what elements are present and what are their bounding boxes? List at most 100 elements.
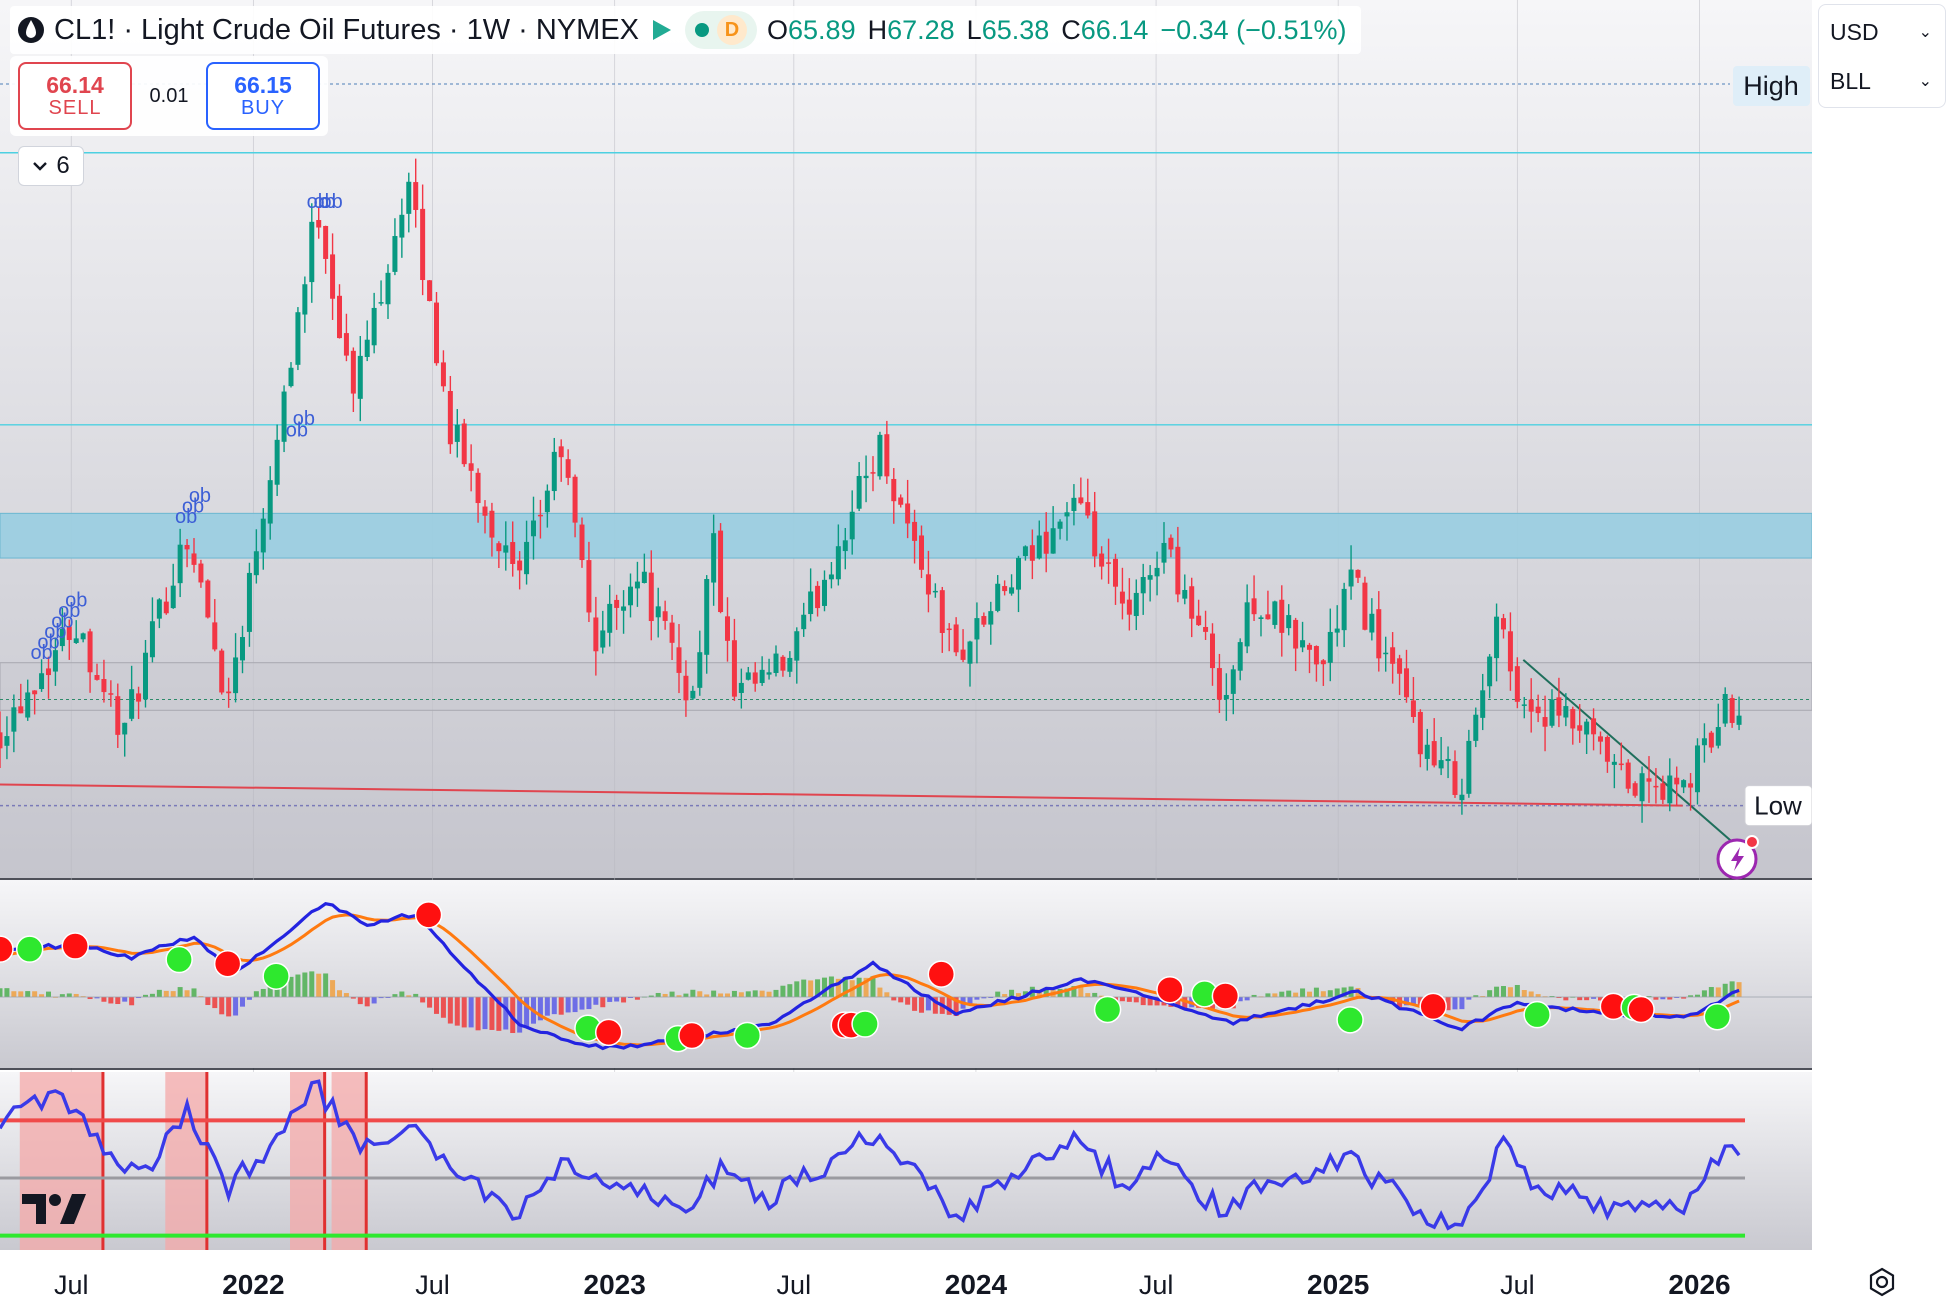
candle[interactable]: [1085, 478, 1091, 519]
candle[interactable]: [1722, 687, 1728, 727]
candle[interactable]: [1230, 665, 1236, 715]
candle[interactable]: [1369, 598, 1375, 641]
candle[interactable]: [1161, 522, 1167, 574]
candle[interactable]: [558, 439, 564, 482]
candle[interactable]: [891, 468, 897, 524]
candle[interactable]: [530, 496, 536, 560]
candle[interactable]: [1293, 617, 1299, 672]
candle[interactable]: [1362, 576, 1368, 631]
candle[interactable]: [1452, 750, 1458, 798]
candle[interactable]: [32, 690, 38, 715]
candle[interactable]: [655, 587, 661, 638]
candle[interactable]: [1272, 600, 1278, 629]
candle[interactable]: [1203, 610, 1209, 641]
candle[interactable]: [780, 655, 786, 677]
candle[interactable]: [524, 520, 530, 585]
candle[interactable]: [856, 462, 862, 512]
candle[interactable]: [537, 499, 543, 539]
candle[interactable]: [1514, 657, 1520, 709]
candle[interactable]: [1688, 773, 1694, 811]
candle[interactable]: [1071, 484, 1077, 526]
candle[interactable]: [101, 659, 107, 703]
candle[interactable]: [1410, 677, 1416, 723]
candle[interactable]: [399, 198, 405, 258]
candle[interactable]: [420, 184, 426, 296]
candle[interactable]: [1320, 659, 1326, 686]
candle[interactable]: [1015, 555, 1021, 613]
candle[interactable]: [73, 620, 79, 644]
candle[interactable]: [1106, 538, 1112, 584]
candle[interactable]: [967, 640, 973, 687]
candle[interactable]: [1265, 590, 1271, 620]
candle[interactable]: [877, 431, 883, 480]
candle[interactable]: [184, 539, 190, 568]
candle[interactable]: [1480, 673, 1486, 731]
candle[interactable]: [905, 479, 911, 539]
tradingview-logo[interactable]: [20, 1192, 88, 1226]
candle[interactable]: [731, 618, 737, 701]
candle[interactable]: [1715, 703, 1721, 749]
candle[interactable]: [898, 494, 904, 508]
candle[interactable]: [960, 629, 966, 663]
candle[interactable]: [870, 456, 876, 492]
candle[interactable]: [600, 610, 606, 654]
candle[interactable]: [233, 633, 239, 703]
candle[interactable]: [1646, 756, 1652, 803]
candle[interactable]: [1618, 742, 1624, 771]
candle[interactable]: [1216, 653, 1222, 713]
candle[interactable]: [1556, 677, 1562, 728]
candle[interactable]: [392, 218, 398, 276]
candle[interactable]: [503, 521, 509, 571]
candle[interactable]: [1487, 654, 1493, 699]
candle[interactable]: [925, 550, 931, 613]
candle[interactable]: [1306, 642, 1312, 674]
candle[interactable]: [413, 158, 419, 228]
candle[interactable]: [385, 264, 391, 319]
candle[interactable]: [988, 601, 994, 645]
candle[interactable]: [87, 628, 93, 693]
candle[interactable]: [1140, 563, 1146, 615]
candle[interactable]: [1674, 766, 1680, 807]
candle[interactable]: [953, 617, 959, 657]
candle[interactable]: [1681, 779, 1687, 794]
candle[interactable]: [80, 632, 86, 643]
candle[interactable]: [745, 666, 751, 681]
candle[interactable]: [1147, 565, 1153, 602]
candle[interactable]: [482, 500, 488, 534]
candle[interactable]: [246, 562, 252, 647]
candle[interactable]: [759, 656, 765, 686]
candle[interactable]: [1376, 591, 1382, 672]
candle[interactable]: [821, 570, 827, 612]
candle[interactable]: [1279, 585, 1285, 657]
candle[interactable]: [253, 529, 259, 584]
candle[interactable]: [1182, 574, 1188, 605]
candle[interactable]: [1438, 737, 1444, 776]
candle[interactable]: [205, 579, 211, 619]
candle[interactable]: [1403, 649, 1409, 703]
candle[interactable]: [281, 385, 287, 453]
candle[interactable]: [1009, 574, 1015, 596]
candle[interactable]: [607, 584, 613, 647]
candle[interactable]: [697, 630, 703, 696]
candle[interactable]: [350, 347, 356, 413]
lightning-icon[interactable]: [1716, 834, 1762, 880]
candle[interactable]: [1133, 579, 1139, 631]
candle[interactable]: [454, 409, 460, 458]
candle[interactable]: [669, 614, 675, 660]
candle[interactable]: [690, 685, 696, 700]
candle[interactable]: [18, 683, 24, 714]
descending-trendline[interactable]: [1522, 659, 1746, 854]
candle[interactable]: [59, 607, 65, 652]
buy-button[interactable]: 66.15 BUY: [206, 62, 320, 130]
candle[interactable]: [440, 350, 446, 392]
candle[interactable]: [1632, 781, 1638, 798]
candle[interactable]: [849, 490, 855, 555]
candle[interactable]: [1175, 526, 1181, 603]
support-trendline[interactable]: [0, 783, 1683, 807]
candle[interactable]: [406, 172, 412, 233]
candle[interactable]: [1064, 502, 1070, 541]
candle[interactable]: [177, 528, 183, 598]
candle[interactable]: [1078, 477, 1084, 505]
candle[interactable]: [593, 596, 599, 676]
candle[interactable]: [475, 468, 481, 523]
